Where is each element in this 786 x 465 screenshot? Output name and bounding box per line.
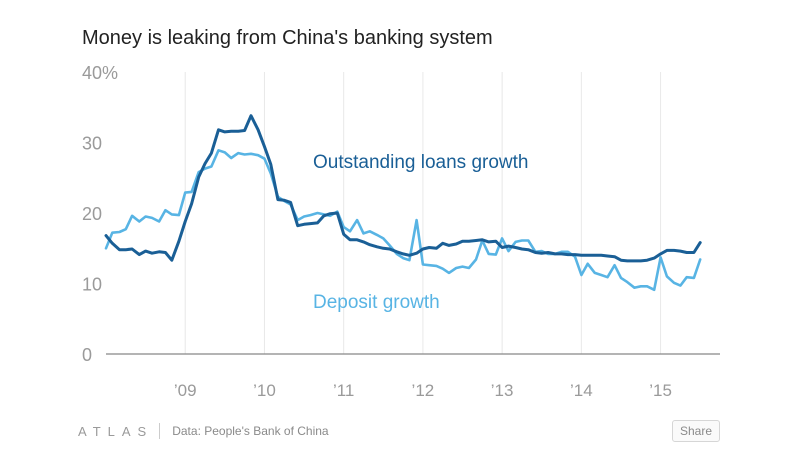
x-tick-label-2: ’11 bbox=[333, 381, 354, 400]
x-tick-label-6: ’15 bbox=[649, 381, 672, 400]
atlas-logo[interactable]: ATLAS bbox=[78, 423, 154, 439]
y-tick-label-4: 40% bbox=[82, 63, 118, 83]
x-axis: ’09 ’10 ’11 ’12 ’13 ’14 ’15 bbox=[174, 381, 672, 400]
footer: ATLAS Data: People's Bank of China Share bbox=[78, 418, 720, 444]
x-tick-label-4: ’13 bbox=[491, 381, 514, 400]
share-button[interactable]: Share bbox=[671, 420, 720, 442]
x-tick-label-0: ’09 bbox=[174, 381, 197, 400]
series-label-loans: Outstanding loans growth bbox=[313, 152, 528, 173]
y-tick-label-1: 10 bbox=[82, 275, 102, 295]
series-line-1 bbox=[104, 149, 702, 292]
series-label-deposits: Deposit growth bbox=[313, 292, 440, 313]
y-tick-label-0: 0 bbox=[82, 345, 92, 365]
footer-divider bbox=[159, 423, 161, 439]
chart-grid bbox=[106, 72, 720, 355]
y-tick-label-3: 30 bbox=[82, 134, 102, 154]
x-tick-label-3: ’12 bbox=[412, 381, 435, 400]
data-source: Data: People's Bank of China bbox=[172, 424, 329, 438]
x-tick-label-1: ’10 bbox=[253, 381, 276, 400]
series-line-0 bbox=[104, 114, 702, 263]
x-tick-label-5: ’14 bbox=[570, 381, 593, 400]
series-group bbox=[104, 114, 702, 292]
y-tick-label-2: 20 bbox=[82, 204, 102, 224]
y-axis: 0 10 20 30 40% bbox=[82, 63, 118, 365]
line-chart: Money is leaking from China's banking sy… bbox=[82, 27, 720, 400]
chart-title: Money is leaking from China's banking sy… bbox=[82, 27, 493, 49]
